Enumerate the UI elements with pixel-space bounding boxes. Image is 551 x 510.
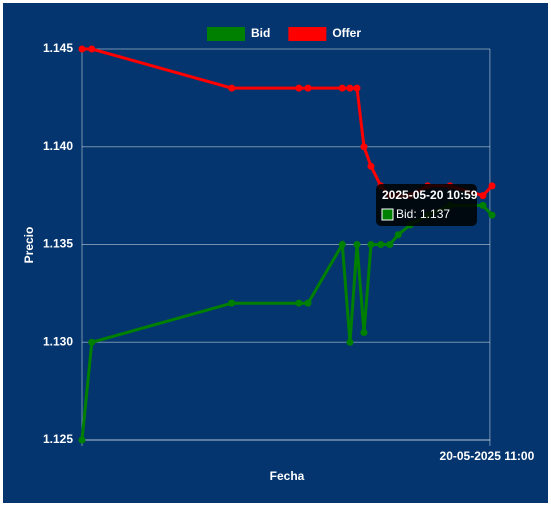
data-point (346, 338, 354, 346)
data-point (479, 192, 487, 200)
y-tick-label: 1.130 (43, 334, 73, 348)
y-tick-label: 1.125 (43, 432, 73, 446)
data-point (394, 231, 402, 239)
legend-label: Bid (251, 26, 270, 40)
y-axis-title: Precio (22, 227, 36, 264)
y-tick-label: 1.140 (43, 139, 73, 153)
data-point (488, 211, 496, 219)
data-point (295, 84, 303, 92)
data-point (353, 241, 361, 248)
tooltip-box (376, 184, 477, 226)
data-point (304, 84, 312, 92)
tooltip: 2025-05-20 10:59 Bid: 1.137 (376, 184, 478, 226)
data-point (338, 84, 346, 92)
data-point (386, 241, 394, 248)
x-tick-label: 20-05-2025 11:00 (440, 449, 535, 463)
data-point (78, 436, 86, 444)
y-tick-label: 1.145 (43, 41, 73, 55)
data-point (88, 338, 96, 346)
data-point (377, 241, 385, 248)
data-point (367, 241, 375, 248)
data-point (338, 241, 346, 248)
data-point (304, 299, 312, 307)
legend-label: Offer (332, 26, 361, 40)
tooltip-title: 2025-05-20 10:59 (382, 188, 478, 202)
legend-swatch (207, 27, 245, 41)
background (3, 3, 548, 503)
data-point (360, 328, 368, 336)
data-point (353, 84, 361, 92)
data-point (228, 299, 236, 307)
data-point (295, 299, 303, 307)
data-point (367, 162, 375, 170)
y-tick-label: 1.135 (43, 237, 73, 251)
x-axis-title: Fecha (270, 469, 305, 483)
data-point (228, 84, 236, 92)
tooltip-label: Bid: 1.137 (396, 207, 450, 221)
data-point (88, 45, 96, 53)
tooltip-swatch (381, 208, 394, 221)
data-point (479, 201, 487, 209)
data-point (78, 45, 86, 53)
legend-swatch (288, 27, 327, 41)
data-point (488, 182, 496, 190)
data-point (346, 84, 354, 92)
data-point (360, 143, 368, 151)
